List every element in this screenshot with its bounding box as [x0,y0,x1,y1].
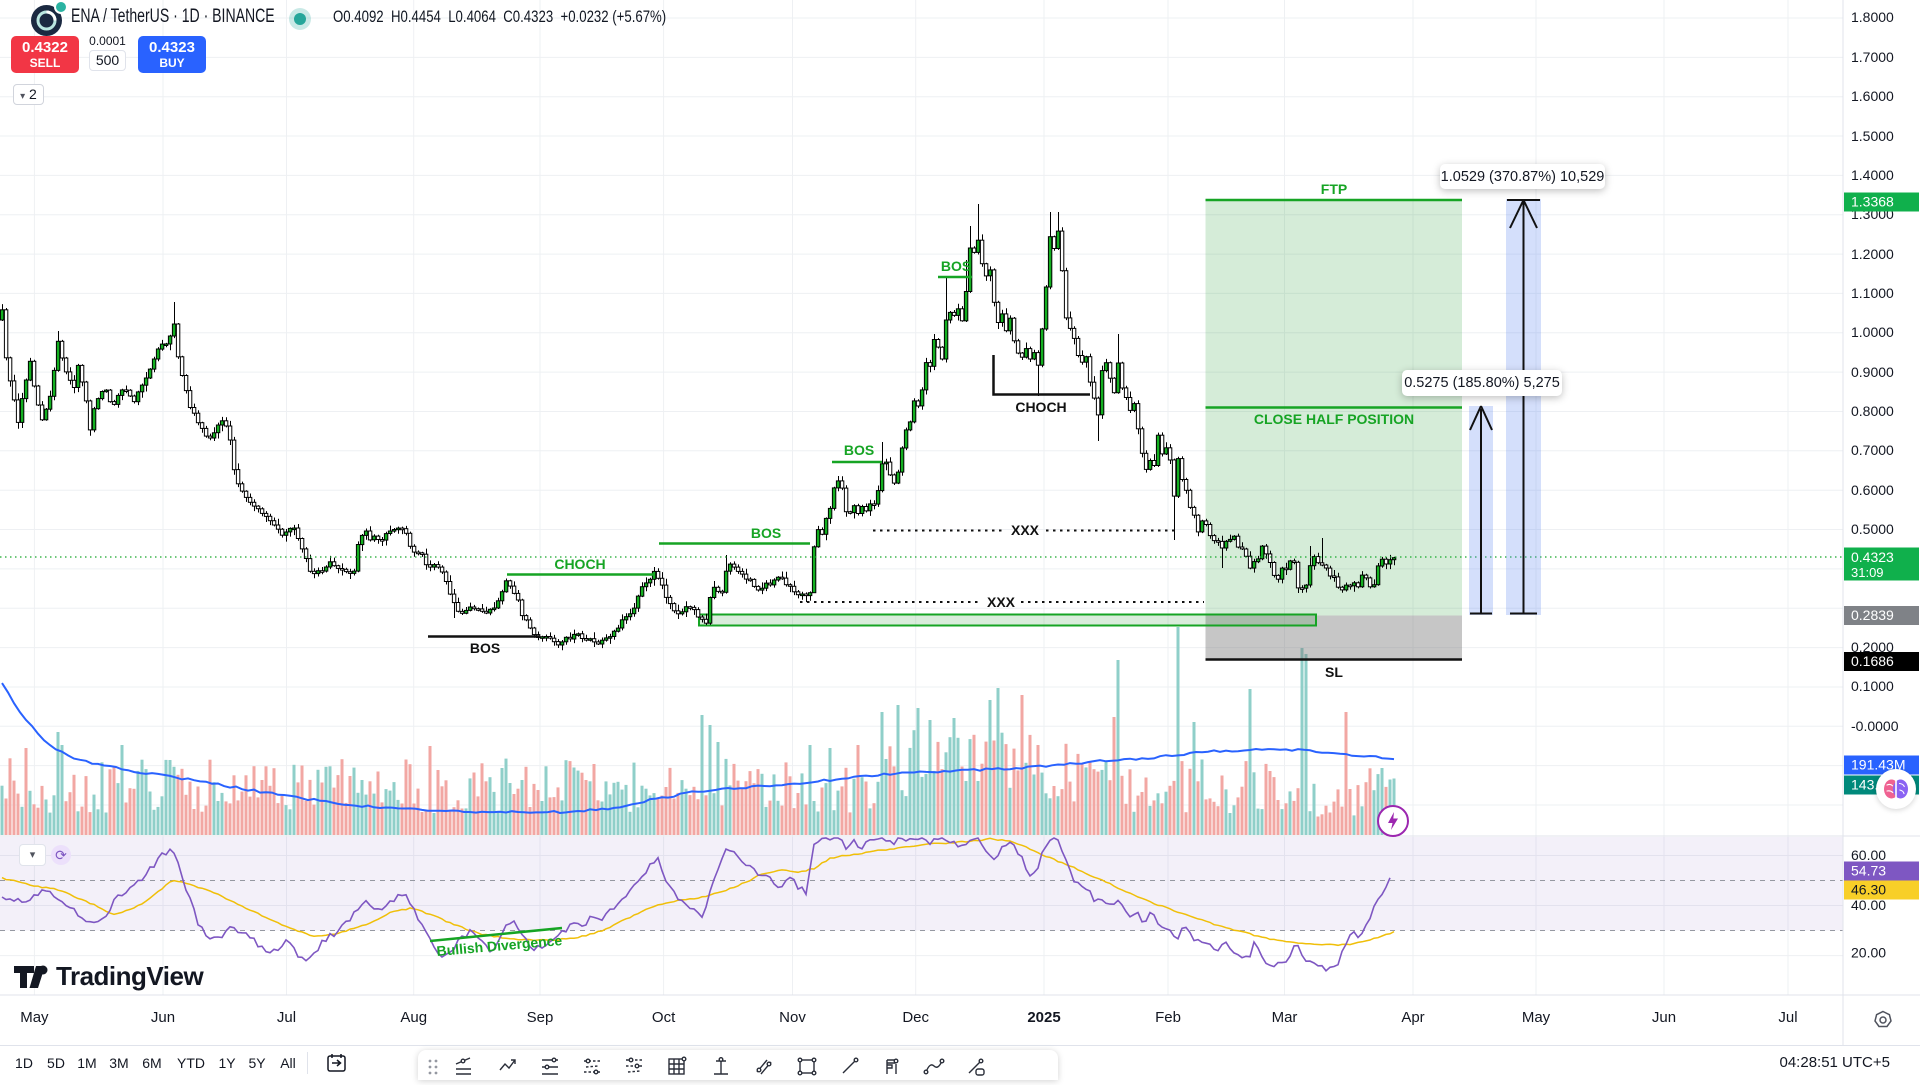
svg-text:2025: 2025 [1027,1009,1060,1026]
svg-text:Jul: Jul [1778,1009,1797,1026]
svg-text:XXX: XXX [1011,522,1040,538]
svg-text:-0.0000: -0.0000 [1851,718,1899,734]
svg-text:1.6000: 1.6000 [1851,88,1894,104]
svg-text:BOS: BOS [751,525,781,541]
svg-text:CHOCH: CHOCH [554,556,605,572]
svg-text:1.2000: 1.2000 [1851,246,1894,262]
svg-text:0.8000: 0.8000 [1851,403,1894,419]
svg-text:CLOSE HALF POSITION: CLOSE HALF POSITION [1254,411,1414,427]
svg-text:0.7000: 0.7000 [1851,442,1894,458]
svg-text:XXX: XXX [987,594,1016,610]
svg-text:1.8000: 1.8000 [1851,9,1894,25]
svg-text:1.7000: 1.7000 [1851,49,1894,65]
svg-text:Jun: Jun [151,1009,175,1026]
svg-text:1.4000: 1.4000 [1851,167,1894,183]
svg-text:Jul: Jul [277,1009,296,1026]
svg-text:BOS: BOS [941,258,971,274]
svg-text:May: May [20,1009,49,1026]
svg-text:Sep: Sep [527,1009,554,1026]
svg-text:20.00: 20.00 [1851,945,1886,961]
svg-text:Dec: Dec [902,1009,929,1026]
svg-text:CHOCH: CHOCH [1015,399,1066,415]
svg-text:SL: SL [1325,664,1343,680]
svg-text:Nov: Nov [779,1009,806,1026]
svg-text:0.9000: 0.9000 [1851,364,1894,380]
svg-text:1.3368: 1.3368 [1851,194,1894,210]
svg-text:0.1686: 0.1686 [1851,653,1894,669]
svg-text:Apr: Apr [1401,1009,1424,1026]
svg-text:May: May [1522,1009,1551,1026]
svg-text:BOS: BOS [844,442,874,458]
svg-text:1.0000: 1.0000 [1851,324,1894,340]
svg-text:0.6000: 0.6000 [1851,482,1894,498]
svg-text:FTP: FTP [1321,181,1347,197]
svg-text:0.2000: 0.2000 [1851,639,1894,655]
svg-text:1.1000: 1.1000 [1851,285,1894,301]
svg-text:0.4323: 0.4323 [1851,549,1894,565]
svg-text:191.43M: 191.43M [1851,757,1905,773]
svg-text:Aug: Aug [400,1009,427,1026]
svg-text:60.00: 60.00 [1851,847,1886,863]
svg-text:46.30: 46.30 [1851,882,1886,898]
svg-text:1.5000: 1.5000 [1851,128,1894,144]
svg-text:Feb: Feb [1155,1009,1181,1026]
svg-text:0.2839: 0.2839 [1851,607,1894,623]
svg-text:40.00: 40.00 [1851,897,1886,913]
svg-text:Oct: Oct [652,1009,676,1026]
svg-text:Jun: Jun [1652,1009,1676,1026]
svg-text:31:09: 31:09 [1851,565,1884,580]
svg-text:0.1000: 0.1000 [1851,678,1894,694]
svg-text:BOS: BOS [470,640,500,656]
svg-text:0.5000: 0.5000 [1851,521,1894,537]
svg-text:54.73: 54.73 [1851,863,1886,879]
svg-text:Mar: Mar [1272,1009,1298,1026]
